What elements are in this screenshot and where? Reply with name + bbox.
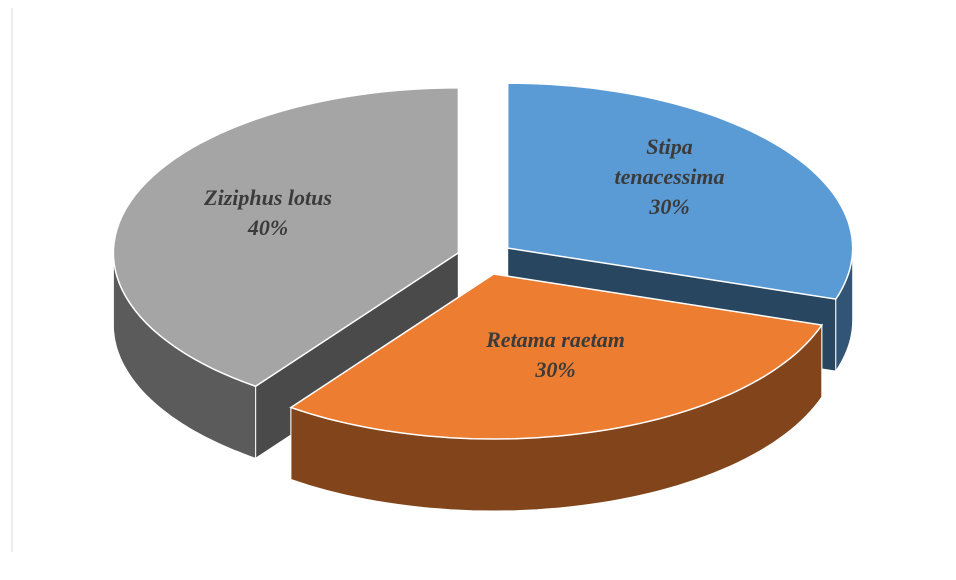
pie-slice (289, 273, 824, 512)
pie-slice (112, 87, 460, 460)
data-label: Stipa tenacessima 30% (595, 132, 745, 222)
slice-name: Retama raetam (486, 326, 625, 352)
data-label: Ziziphus lotus 40% (193, 183, 343, 243)
slice-value: 30% (649, 193, 690, 219)
slice-top (112, 87, 460, 388)
slice-top (289, 273, 824, 440)
slice-value: 30% (535, 356, 576, 382)
slice-name: Ziziphus lotus (204, 185, 332, 211)
slice-top (506, 82, 854, 300)
slice-value: 40% (247, 215, 289, 241)
slice-name: Stipa tenacessima (614, 133, 725, 189)
data-label: Retama raetam 30% (480, 325, 630, 385)
